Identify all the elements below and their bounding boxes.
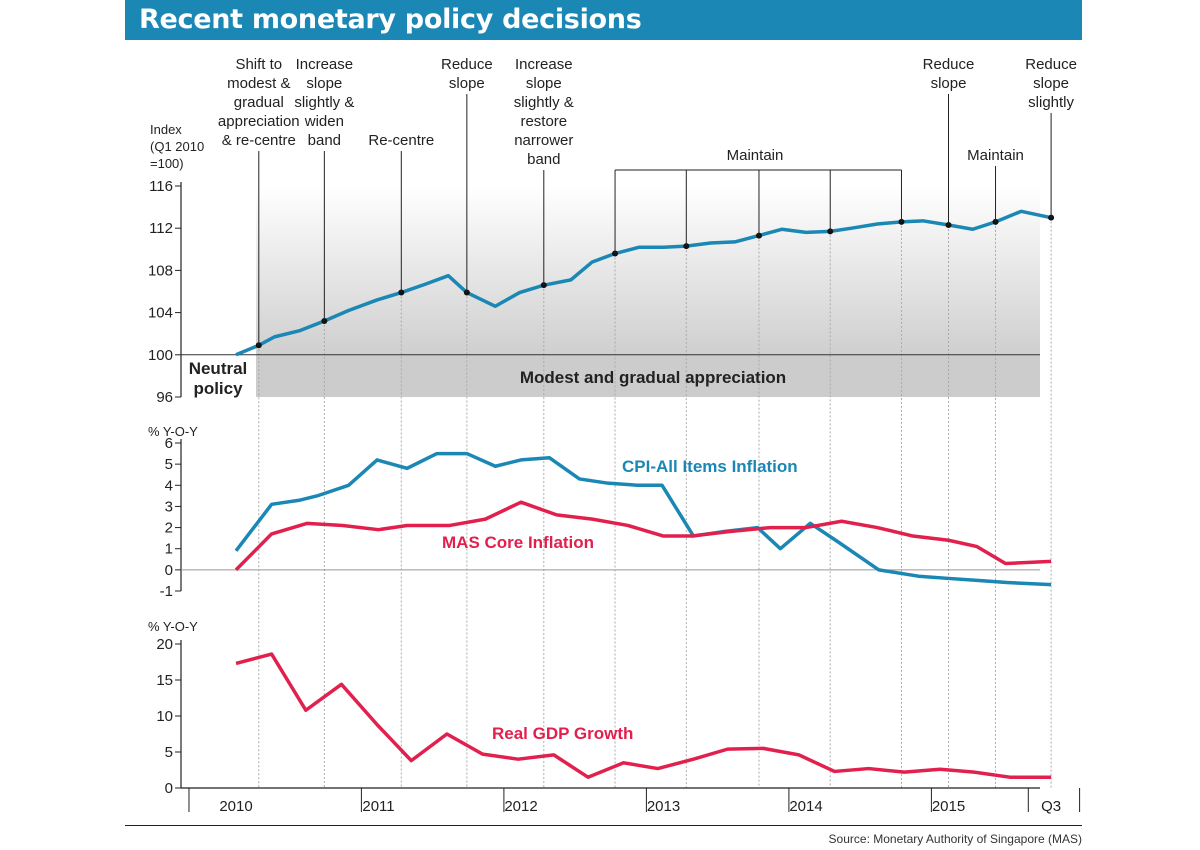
neutral-policy-label: policy <box>193 379 243 398</box>
panel2-y-tick-label: 0 <box>165 562 173 579</box>
panel1-y-tick-label: 104 <box>148 305 173 322</box>
x-axis-label: 2015 <box>932 798 965 815</box>
decision-label: band <box>527 151 560 168</box>
panel2-y-tick-label: 3 <box>165 498 173 515</box>
decision-label: band <box>308 132 341 149</box>
x-axis-label: Q3 <box>1041 798 1061 815</box>
decision-label: Reduce <box>923 56 975 73</box>
x-axis-label: 2014 <box>789 798 822 815</box>
panel3-y-tick-label: 10 <box>156 708 173 725</box>
decision-label: slope <box>931 75 967 92</box>
panel2-y-axis-label: % Y-O-Y <box>148 424 198 439</box>
gdp-series-line <box>235 652 1052 779</box>
cpi-series-label: CPI-All Items Inflation <box>622 457 798 476</box>
panel2-y-tick-label: 4 <box>165 477 173 494</box>
decision-label: slope <box>306 75 342 92</box>
source-note: Source: Monetary Authority of Singapore … <box>828 832 1082 846</box>
appreciation-band-label: Modest and gradual appreciation <box>520 368 786 387</box>
decision-label: Reduce <box>441 56 493 73</box>
panel2-y-tick-label: 2 <box>165 520 173 537</box>
x-axis-label: 2011 <box>362 798 394 815</box>
panel1-y-tick-label: 108 <box>148 262 173 279</box>
decision-label: Increase <box>296 56 354 73</box>
inflation-series-line <box>234 500 1052 572</box>
chart-title: Recent monetary policy decisions <box>139 4 642 35</box>
appreciation-band-lower <box>256 354 1040 397</box>
core-inflation-series-label: MAS Core Inflation <box>442 533 594 552</box>
panel1-y-axis-label: (Q1 2010 <box>150 139 204 154</box>
panel3-y-tick-label: 0 <box>165 780 173 797</box>
source-divider <box>125 825 1082 826</box>
panel1-y-tick-label: 112 <box>149 220 173 237</box>
decision-label: narrower <box>514 132 573 149</box>
decision-label: widen <box>304 113 344 130</box>
decision-label: slope <box>449 75 485 92</box>
panel3-y-tick-label: 15 <box>156 672 173 689</box>
decision-marker <box>612 250 619 257</box>
x-axis-label: 2013 <box>647 798 680 815</box>
panel1-y-axis-label: =100) <box>150 156 184 171</box>
decision-label: slope <box>1033 75 1069 92</box>
decision-label: Increase <box>515 56 573 73</box>
decision-label: Maintain <box>967 147 1024 164</box>
title-bar: Recent monetary policy decisions <box>125 0 1082 40</box>
appreciation-band-upper <box>256 186 1040 355</box>
maintain-group-label: Maintain <box>727 147 784 164</box>
decision-label: Reduce <box>1025 56 1077 73</box>
inflation-series-line <box>234 451 1052 587</box>
decision-label: slope <box>526 75 562 92</box>
panel3-y-tick-label: 20 <box>156 636 173 653</box>
panel1-y-axis-label: Index <box>150 122 182 137</box>
panel2-y-tick-label: 5 <box>165 456 173 473</box>
panel2-y-tick-label: 1 <box>165 541 173 558</box>
panel2-y-tick-label: 6 <box>165 435 173 452</box>
panel1-y-tick-label: 116 <box>149 178 173 195</box>
gdp-series-label: Real GDP Growth <box>492 724 633 743</box>
decision-label: slightly & <box>294 94 354 111</box>
decision-label: slightly <box>1028 94 1074 111</box>
decision-label: restore <box>520 113 567 130</box>
decision-label: gradual <box>234 94 284 111</box>
panel3-y-tick-label: 5 <box>165 744 173 761</box>
decision-label: appreciation <box>218 113 300 130</box>
index-series-line <box>235 209 1052 357</box>
decision-label: Shift to <box>235 56 282 73</box>
panel1-y-tick-label: 100 <box>148 347 173 364</box>
panel2-y-tick-label: -1 <box>160 583 173 600</box>
decision-label: Re-centre <box>368 132 434 149</box>
x-axis-label: 2010 <box>219 798 252 815</box>
decision-label: modest & <box>227 75 290 92</box>
x-axis-label: 2012 <box>504 798 537 815</box>
panel3-y-axis-label: % Y-O-Y <box>148 619 198 634</box>
panel1-y-tick-label: 96 <box>156 389 173 406</box>
decision-label: slightly & <box>514 94 574 111</box>
neutral-policy-label: Neutral <box>189 359 248 378</box>
decision-label: & re-centre <box>222 132 296 149</box>
